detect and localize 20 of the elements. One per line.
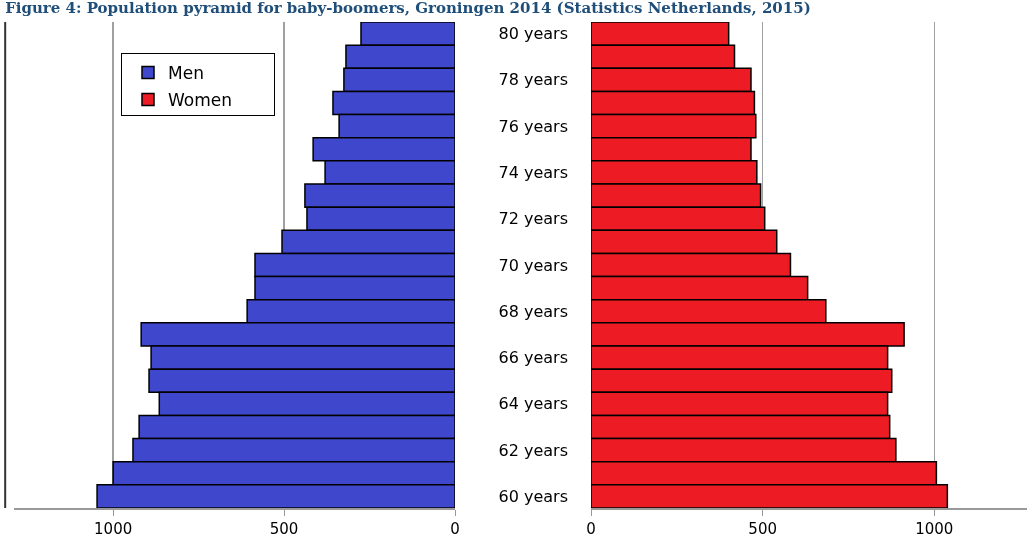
y-tick-label: 70 years	[498, 255, 568, 275]
legend-label: Women	[168, 90, 233, 111]
y-tick-label: 78 years	[498, 70, 568, 90]
y-tick-label: 66 years	[498, 348, 568, 368]
y-tick-label: 62 years	[498, 440, 568, 460]
y-tick-label: 74 years	[498, 163, 568, 183]
y-tick-label: 68 years	[498, 301, 568, 321]
x-tick-label: 1000	[915, 519, 954, 538]
x-tick-label: 0	[450, 519, 460, 538]
y-tick-label: 60 years	[498, 487, 568, 507]
y-tick-label: 76 years	[498, 116, 568, 136]
x-tick-label: 500	[269, 519, 299, 538]
y-tick-label: 80 years	[498, 24, 568, 44]
y-tick-label: 72 years	[498, 209, 568, 229]
x-tick-label: 1000	[94, 519, 133, 538]
chart-title: Figure 4: Population pyramid for baby-boomers, Groningen 2014 (Statistics Netherlands, 2015)	[5, 0, 811, 18]
y-tick-label: 64 years	[498, 394, 568, 414]
legend-label: Men	[168, 63, 204, 84]
x-tick-label: 0	[586, 519, 596, 538]
x-tick-label: 500	[748, 519, 777, 538]
